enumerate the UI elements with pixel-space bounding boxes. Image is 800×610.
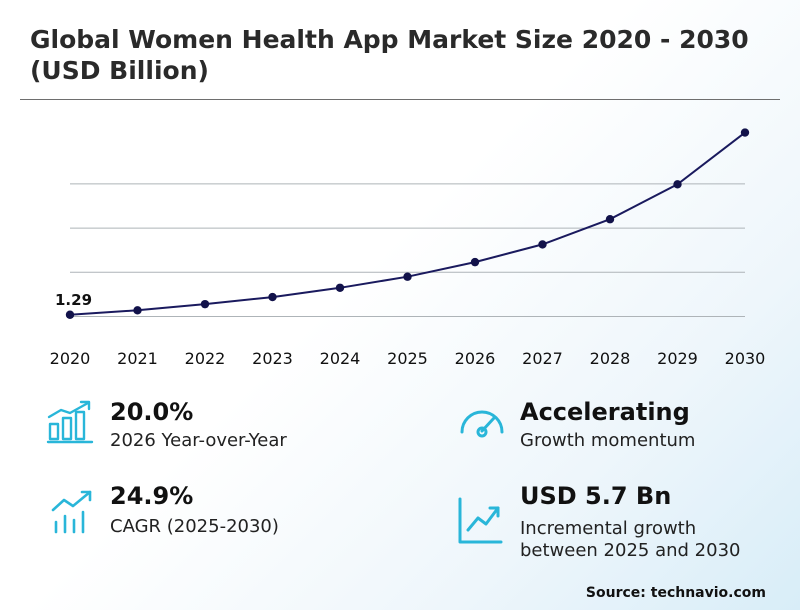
stat-cagr-value: 24.9% [110,482,194,510]
stat-incremental-label-line1: Incremental growth [520,518,697,539]
data-point [200,299,210,309]
x-tick-label: 2030 [725,349,766,368]
stat-incremental-label-line2: between 2025 and 2030 [520,540,741,561]
x-tick-label: 2022 [185,349,226,368]
data-point [673,180,682,189]
data-point [605,215,615,224]
data-point [538,240,547,249]
line-chart: 2020 2021 2022 2023 2024 2025 2026 2027 2028 2029… [50,128,766,368]
x-tick-label: 2023 [252,349,293,368]
x-tick-label: 2027 [522,349,563,368]
trend-chart-icon [51,490,92,534]
stat-momentum-value: Accelerating [520,398,690,426]
x-tick-label: 2028 [590,349,631,368]
speedometer-icon [460,410,504,438]
x-tick-label: 2029 [657,349,698,368]
data-label: 1.29 [55,291,92,309]
data-point [740,128,750,137]
x-tick-label: 2024 [320,349,361,368]
chart-title: Global Women Health App Market Size 2020… [30,25,749,85]
x-tick-label: 2025 [387,349,428,368]
series-line [69,131,746,316]
stat-cagr-label: CAGR (2025-2030) [110,516,279,537]
stat-yoy-value: 20.0% [110,398,194,426]
bar-chart-growth-icon [46,400,94,444]
data-point [470,257,480,267]
source-credit: Source: technavio.com [585,585,766,601]
stat-yoy-label: 2026 Year-over-Year [110,430,287,451]
title-divider [20,99,780,100]
data-point [133,306,142,315]
data-point [268,292,277,302]
rising-line-chart-icon [458,497,503,544]
x-tick-label: 2026 [455,349,496,368]
x-tick-label: 2020 [50,349,91,368]
x-tick-label: 2021 [117,349,158,368]
stat-incremental-value: USD 5.7 Bn [520,482,672,510]
stat-momentum-label: Growth momentum [520,430,696,451]
data-point [335,283,345,292]
data-point [403,272,412,281]
data-point [65,310,75,319]
